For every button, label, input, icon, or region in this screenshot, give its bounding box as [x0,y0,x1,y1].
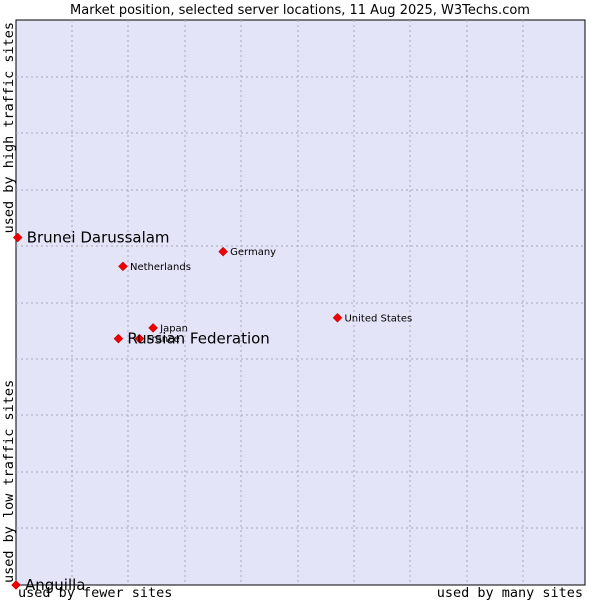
data-point-japan [148,323,158,333]
data-label-germany: Germany [230,247,276,258]
data-point-brunei-darussalam [12,232,23,243]
data-label-anguilla: Anguilla [25,576,86,594]
data-points: Brunei Darussalam Germany Netherlands Unite… [11,229,412,594]
grid-lines [16,20,585,585]
data-point-france [134,333,145,344]
y-axis-label-top: used by high traffic sites [1,22,17,233]
data-point-anguilla [11,580,21,590]
data-label-netherlands: Netherlands [130,262,191,273]
plot-area [15,19,586,586]
y-axis-label-bottom: used by low traffic sites [1,380,17,583]
data-label-brunei-darussalam: Brunei Darussalam [27,229,170,247]
data-point-germany [218,246,228,257]
x-axis-label-left: used by fewer sites [18,585,172,600]
x-axis-label-right: used by many sites [437,585,583,600]
data-label-united-states: United States [344,313,412,324]
chart-title: Market position, selected server locatio… [70,3,530,18]
data-label-russian-federation: Russian Federation [127,330,269,348]
data-point-netherlands [118,261,128,272]
data-label-japan: Japan [159,323,188,334]
data-point-united-states [332,312,343,323]
data-point-russian-federation [113,333,124,344]
data-label-france: France [146,334,179,345]
